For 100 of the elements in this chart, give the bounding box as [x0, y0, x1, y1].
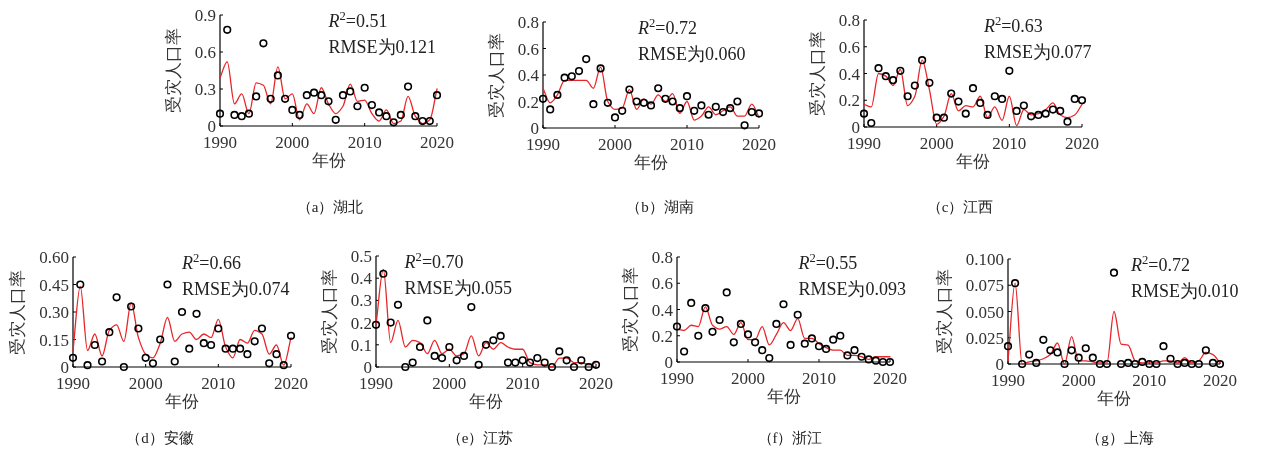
point	[134, 324, 143, 333]
point	[156, 335, 165, 344]
x-tick-label: 2000	[128, 374, 163, 393]
point	[1215, 359, 1225, 369]
point	[888, 76, 898, 85]
point	[309, 88, 319, 97]
y-tick-label: 0.2	[838, 91, 860, 111]
y-tick-label: 0	[664, 353, 673, 372]
point	[148, 359, 158, 368]
x-tick-label: 1990	[526, 135, 560, 154]
x-tick-label: 2020	[873, 369, 907, 388]
point	[668, 97, 677, 106]
point	[968, 84, 978, 93]
annotation: R$^{2}$=0.72	[637, 16, 697, 38]
point	[90, 340, 99, 350]
point	[836, 331, 845, 340]
x-axis-title: 年份	[165, 392, 199, 411]
y-tick-label: 0	[363, 358, 372, 377]
point	[353, 102, 362, 111]
point	[822, 344, 831, 353]
y-tick-label: 0.5	[350, 247, 372, 266]
point	[97, 357, 107, 366]
point	[903, 92, 912, 101]
point	[518, 356, 527, 365]
y-tick-label: 0	[60, 358, 69, 377]
y-tick-label: 0.3	[350, 291, 372, 311]
point	[185, 344, 194, 353]
point	[618, 106, 627, 115]
point	[1166, 354, 1175, 363]
point	[881, 72, 890, 81]
point	[244, 109, 254, 118]
point	[403, 82, 413, 91]
point	[279, 361, 288, 370]
y-tick-label: 0	[530, 119, 539, 138]
point	[228, 344, 237, 353]
point	[990, 92, 999, 101]
point	[170, 357, 179, 366]
point	[119, 362, 128, 372]
point	[589, 100, 598, 109]
point	[850, 346, 859, 355]
point	[1194, 359, 1203, 369]
point	[1131, 359, 1140, 369]
point	[1048, 105, 1058, 114]
point	[758, 346, 767, 355]
point	[743, 330, 753, 339]
point	[259, 39, 268, 48]
point	[338, 91, 348, 100]
point	[871, 356, 880, 365]
y-tick-label: 0.4	[838, 64, 861, 84]
point	[68, 353, 78, 362]
point	[814, 342, 824, 351]
point	[584, 362, 593, 372]
point	[252, 92, 261, 101]
point	[1067, 346, 1076, 355]
annotation: RMSE为0.055	[404, 278, 513, 298]
point	[577, 356, 586, 365]
point	[1109, 268, 1119, 277]
point	[1102, 359, 1112, 369]
x-tick-label: 1990	[203, 133, 237, 152]
y-tick-label: 0.025	[965, 328, 1004, 348]
point	[708, 327, 717, 336]
point	[430, 351, 439, 360]
y-axis-title: 受灾人口率	[934, 269, 954, 354]
point	[538, 94, 548, 103]
point	[896, 66, 905, 75]
x-tick-label: 2010	[670, 135, 704, 154]
point	[947, 89, 956, 98]
point	[1116, 359, 1126, 369]
x-tick-label: 2010	[1132, 371, 1167, 390]
y-axis-title: 受灾人口率	[319, 269, 339, 354]
text: （c）江西	[926, 199, 994, 215]
x-tick-label: 2000	[1061, 371, 1096, 390]
point	[266, 94, 275, 103]
point	[452, 356, 461, 365]
point	[639, 98, 648, 107]
annotation: RMSE为0.121	[328, 37, 437, 57]
point	[976, 98, 985, 108]
annotation: R$^{2}$=0.72	[1129, 253, 1190, 275]
point	[687, 298, 696, 308]
point	[765, 353, 774, 363]
point	[772, 319, 781, 329]
point	[1095, 359, 1104, 369]
y-tick-label: 0.15	[39, 330, 69, 350]
text: （d）安徽	[126, 430, 194, 446]
point	[236, 344, 245, 353]
y-axis-title: 受灾人口率	[163, 28, 183, 113]
y-tick-label: 0.2	[517, 92, 539, 112]
point	[199, 339, 208, 348]
y-tick-label: 0.4	[350, 269, 373, 289]
x-tick-label: 1990	[660, 369, 694, 388]
point	[221, 344, 230, 353]
x-tick-label: 1990	[56, 374, 90, 393]
x-tick-label: 2020	[579, 374, 613, 393]
point	[553, 90, 562, 99]
x-tick-label: 2010	[505, 374, 540, 393]
point	[360, 83, 369, 92]
point	[779, 300, 788, 309]
y-tick-label: 0.4	[517, 66, 540, 85]
point	[733, 97, 742, 106]
point	[885, 357, 895, 367]
